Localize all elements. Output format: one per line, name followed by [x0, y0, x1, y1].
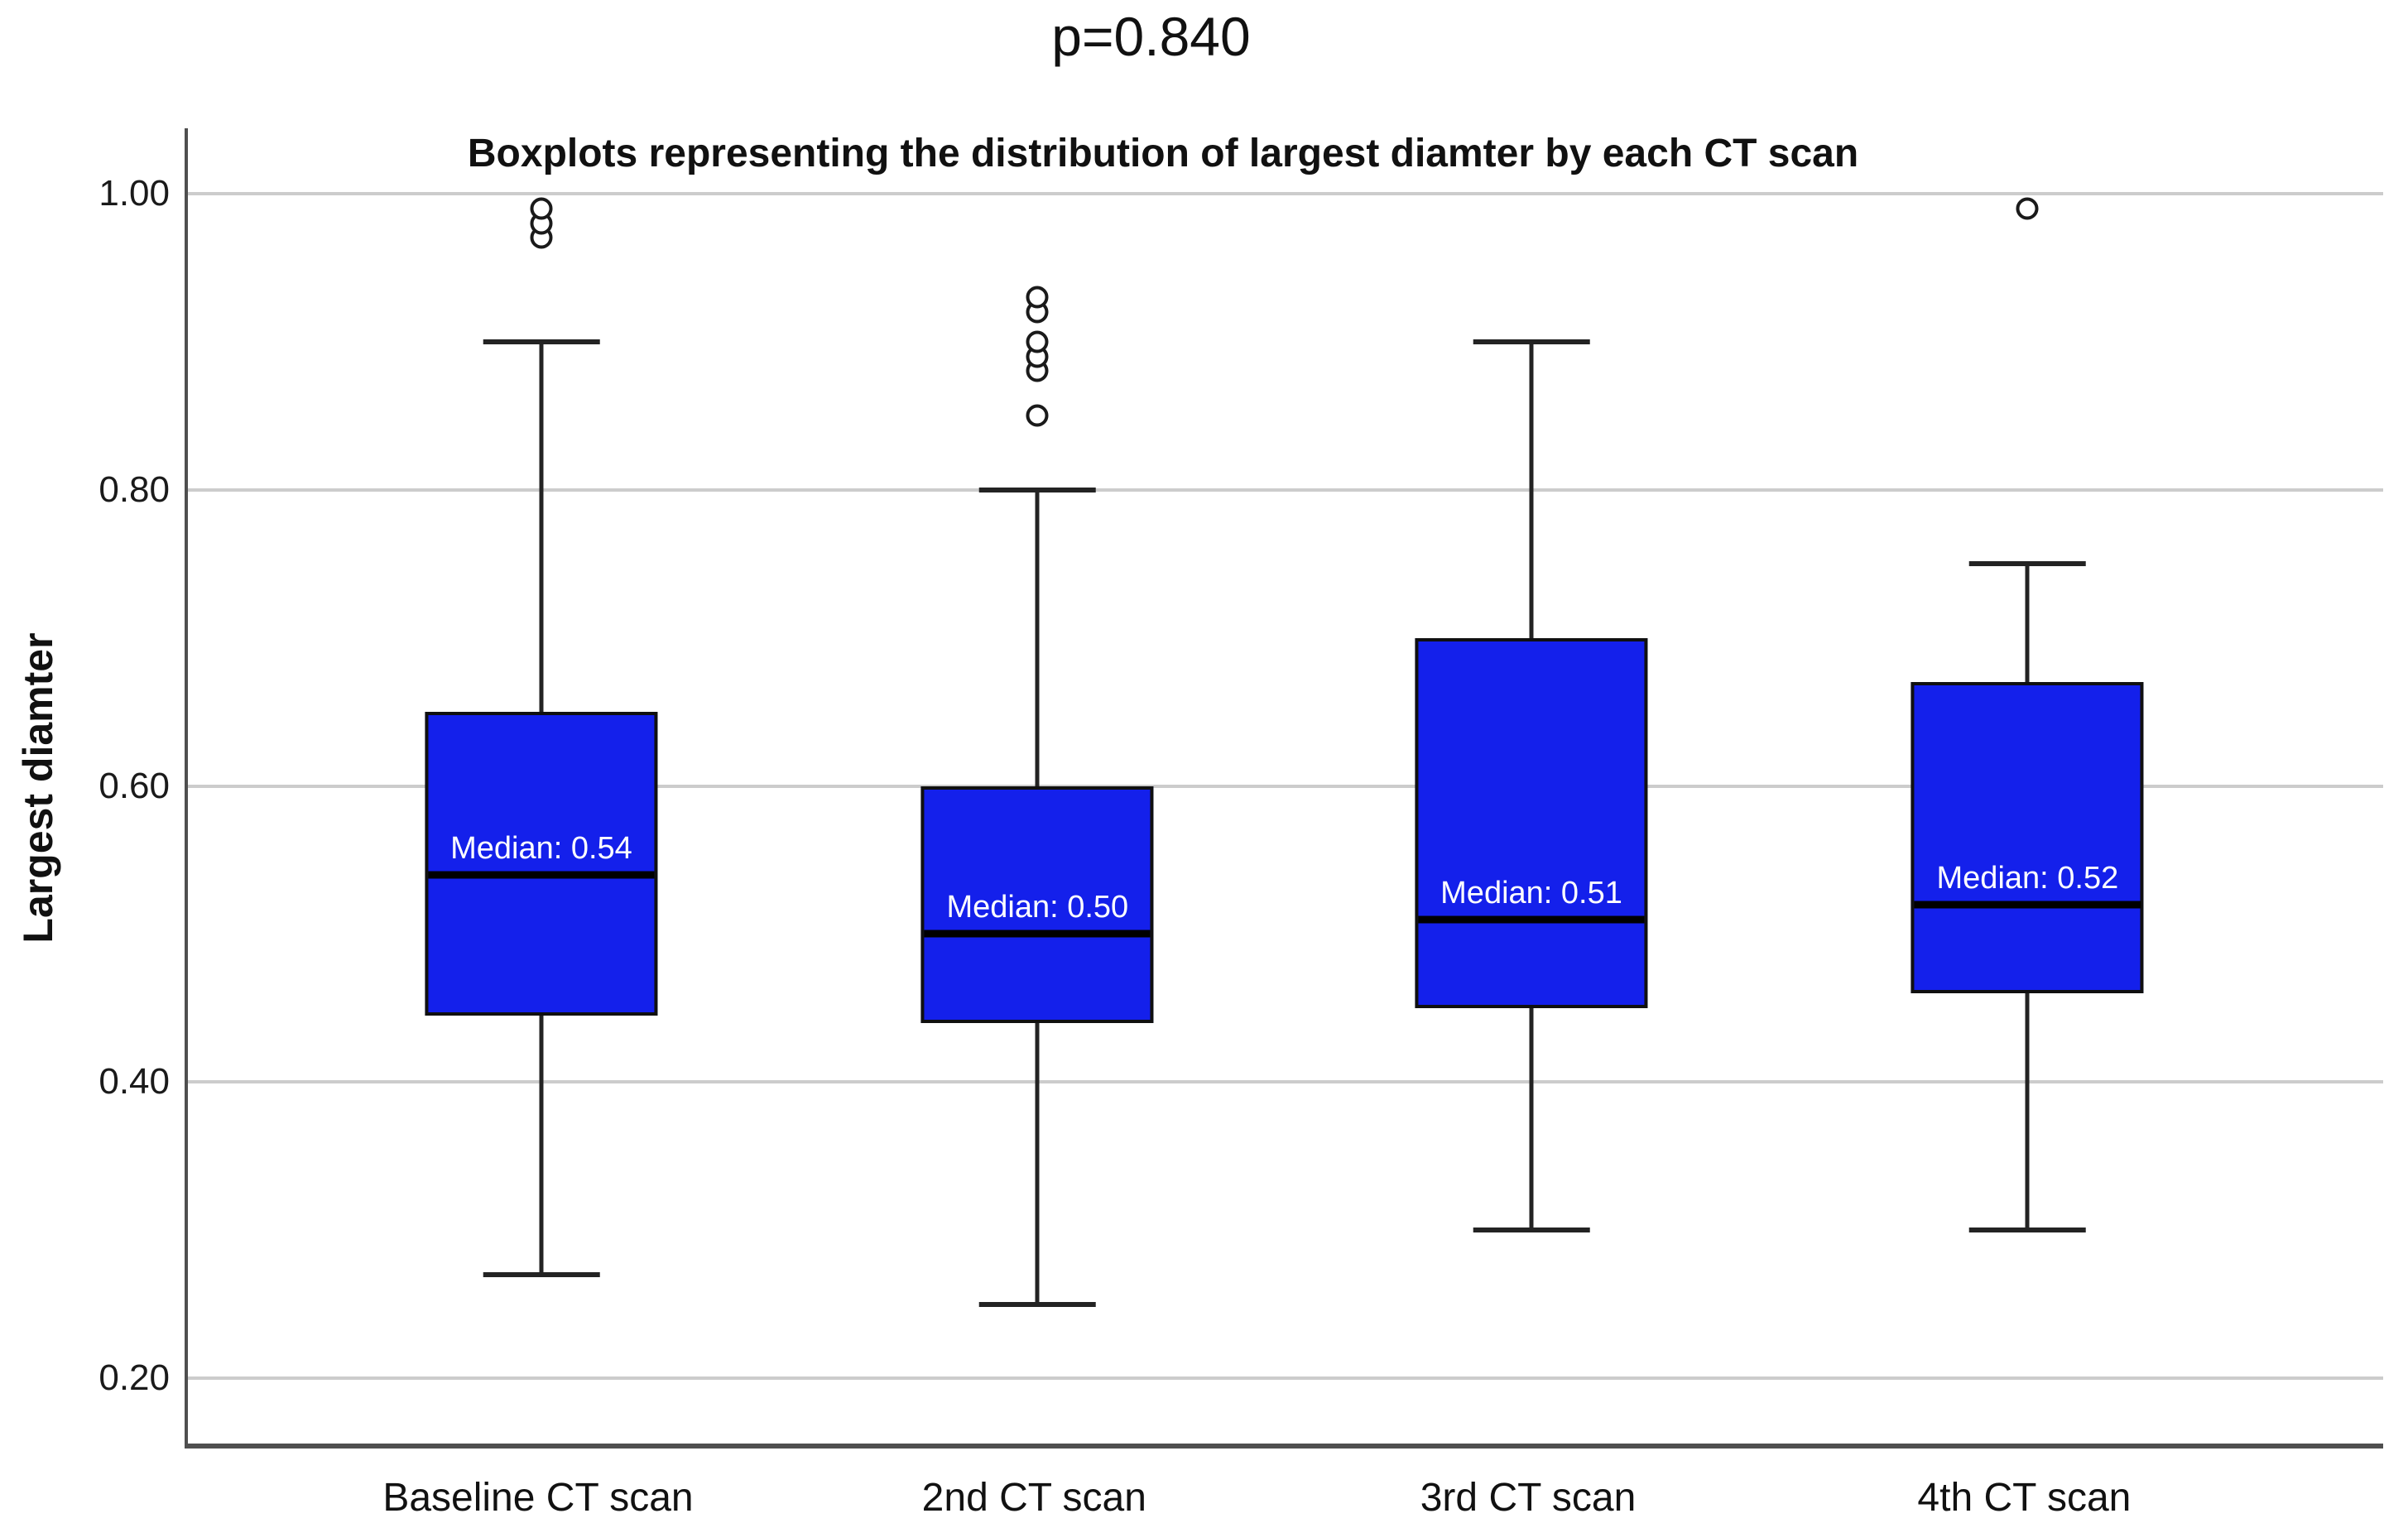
gridline-y-0.8 — [188, 488, 2383, 492]
gridline-y-0.2 — [188, 1376, 2383, 1381]
whisker-cap-lower — [979, 1301, 1096, 1307]
x-tick-label-2nd-ct-scan: 2nd CT scan — [921, 1476, 1146, 1520]
outlier-point — [530, 197, 553, 220]
y-tick-label: 0.80 — [99, 468, 170, 510]
iqr-box — [1415, 637, 1648, 1008]
y-tick-label: 0.60 — [99, 765, 170, 806]
outlier-point — [1026, 286, 1049, 309]
whisker-cap-lower — [1969, 1228, 2086, 1233]
median-label: Median: 0.52 — [1936, 860, 2119, 896]
p-value-title: p=0.840 — [1051, 6, 1251, 67]
median-label: Median: 0.54 — [450, 830, 632, 866]
plot-area: Median: 0.54 Median: 0.50 Median: 0.51 Medi… — [185, 128, 2383, 1449]
y-tick-label: 0.40 — [99, 1061, 170, 1103]
outlier-point — [2016, 197, 2039, 220]
whisker-cap-upper — [1969, 561, 2086, 567]
gridline-y-0.6 — [188, 784, 2383, 788]
iqr-box — [920, 786, 1154, 1023]
whisker-cap-lower — [483, 1272, 600, 1277]
median-label: Median: 0.51 — [1440, 875, 1622, 910]
median-line — [1914, 901, 2141, 909]
chart-title: Boxplots representing the distribution o… — [467, 132, 1859, 175]
median-line — [1418, 915, 1645, 924]
iqr-box — [425, 712, 658, 1016]
x-tick-label-3rd-ct-scan: 3rd CT scan — [1420, 1476, 1637, 1520]
outlier-point — [1026, 404, 1049, 427]
y-tick-label: 1.00 — [99, 172, 170, 214]
whisker-cap-upper — [483, 339, 600, 344]
median-label: Median: 0.50 — [946, 890, 1129, 925]
iqr-box — [1911, 682, 2144, 993]
whisker-cap-upper — [1473, 339, 1590, 344]
x-tick-label-baseline-ct-scan: Baseline CT scan — [382, 1476, 694, 1520]
x-tick-label-4th-ct-scan: 4th CT scan — [1917, 1476, 2132, 1520]
whisker-cap-lower — [1473, 1228, 1590, 1233]
median-line — [428, 871, 655, 879]
gridline-y-0.4 — [188, 1080, 2383, 1084]
y-tick-label: 0.20 — [99, 1357, 170, 1399]
whisker-cap-upper — [979, 487, 1096, 492]
gridline-y-1 — [188, 191, 2383, 195]
outlier-point — [1026, 330, 1049, 353]
median-line — [924, 930, 1151, 938]
